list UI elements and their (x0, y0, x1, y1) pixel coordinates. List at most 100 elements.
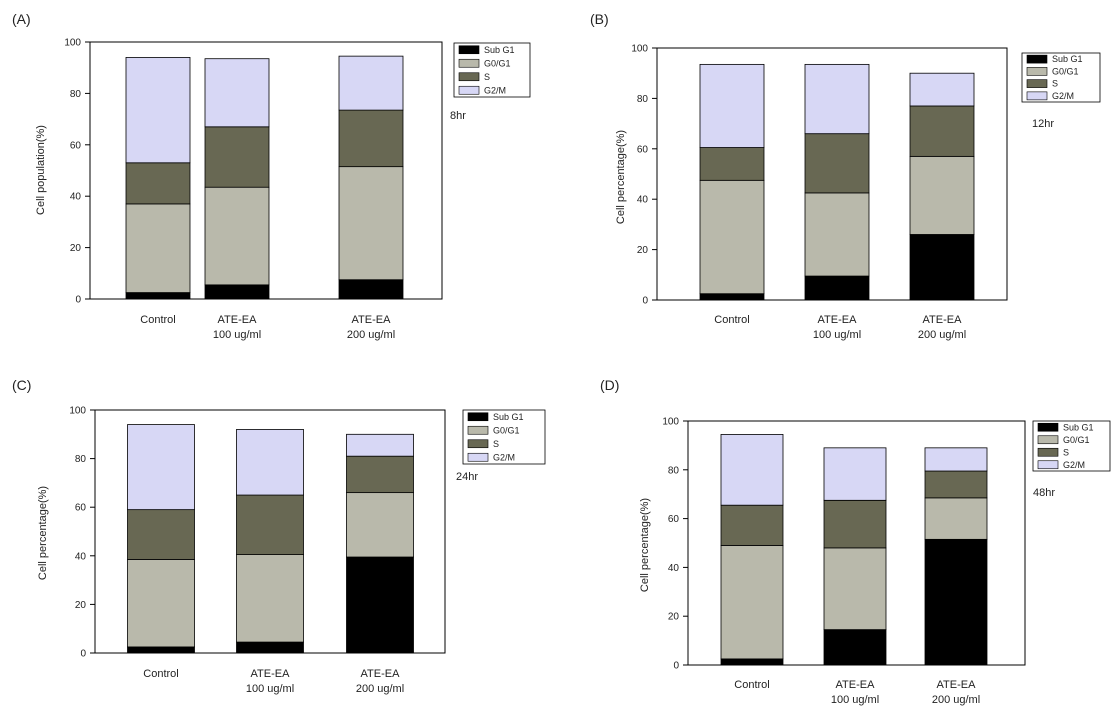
legend-label-s: S (1063, 447, 1069, 457)
y-tick-label: 80 (75, 454, 87, 465)
plot-frame (89, 41, 443, 300)
plot-frame (687, 420, 1026, 666)
legend-swatch-g0_g1 (1026, 67, 1048, 76)
legend-swatch-sub_g1 (458, 45, 480, 55)
x-tick-label: 100 ug/ml (246, 683, 294, 695)
x-tick-label: 100 ug/ml (213, 329, 261, 341)
chart-panel-b: (B) 0 20 40 60 80 100 Cell percentage(%) Control… (590, 11, 1101, 341)
bar-segment-s-1 (804, 133, 870, 194)
bar-segment-g2_m-0 (699, 63, 765, 148)
bar-segment-g0_g1-0 (699, 179, 765, 295)
plot-frame (656, 47, 1008, 301)
bar-segment-g0_g1-2 (346, 492, 414, 558)
y-tick-label: 0 (673, 661, 679, 672)
bar-segment-s-0 (127, 509, 195, 560)
legend-label-g2_m: G2/M (484, 85, 506, 95)
legend-label-g2_m: G2/M (1052, 91, 1074, 101)
bar-segment-s-0 (720, 504, 784, 546)
bar-segment-s-0 (699, 147, 765, 181)
legend-swatch-sub_g1 (1026, 54, 1048, 64)
x-tick-label: ATE-EA (352, 314, 392, 326)
legend-label-sub_g1: Sub G1 (1052, 54, 1083, 64)
panel-label: (A) (12, 11, 31, 27)
y-tick-label: 100 (64, 38, 81, 49)
bar-segment-s-1 (823, 499, 887, 549)
bar-segment-sub_g1-2 (346, 556, 414, 654)
bar-segment-sub_g1-2 (909, 234, 975, 301)
legend-swatch-s (1037, 447, 1059, 457)
bar-segment-s-2 (924, 470, 988, 499)
bar-segment-g0_g1-2 (909, 155, 975, 235)
legend-label-g0_g1: G0/G1 (1063, 435, 1090, 445)
bar-segment-s-2 (338, 109, 404, 168)
x-tick-label: Control (143, 668, 178, 680)
y-tick-label: 100 (69, 406, 86, 417)
bar-segment-g2_m-1 (823, 447, 887, 501)
legend-swatch-g2_m (1037, 460, 1059, 470)
bar-segment-sub_g1-1 (823, 629, 887, 666)
y-axis-label: Cell percentage(%) (639, 498, 651, 592)
y-tick-label: 40 (668, 563, 680, 574)
y-tick-label: 20 (668, 612, 680, 623)
legend-label-g0_g1: G0/G1 (493, 425, 520, 435)
panel-label: (D) (600, 377, 619, 393)
legend-label-s: S (484, 72, 490, 82)
bar-segment-g2_m-1 (236, 429, 304, 496)
legend-swatch-g2_m (1026, 91, 1048, 101)
legend-label-s: S (493, 439, 499, 449)
legend-swatch-g2_m (458, 85, 480, 95)
y-tick-label: 40 (637, 195, 649, 206)
bar-segment-g2_m-2 (924, 447, 988, 472)
bar-segment-g0_g1-1 (823, 547, 887, 631)
x-tick-label: 200 ug/ml (347, 329, 395, 341)
timepoint-label: 48hr (1033, 487, 1055, 499)
bar-segment-g2_m-2 (338, 55, 404, 111)
y-tick-label: 80 (70, 89, 82, 100)
y-tick-label: 60 (668, 514, 680, 525)
legend-swatch-g2_m (467, 452, 489, 462)
x-tick-label: ATE-EA (361, 668, 401, 680)
bar-segment-s-2 (909, 105, 975, 157)
y-axis-label: Cell percentage(%) (615, 130, 627, 224)
y-tick-label: 0 (80, 649, 86, 660)
legend-swatch-sub_g1 (1037, 422, 1059, 432)
legend-label-g0_g1: G0/G1 (484, 58, 511, 68)
x-tick-label: Control (714, 314, 749, 326)
bar-segment-sub_g1-2 (338, 279, 404, 300)
legend-label-g0_g1: G0/G1 (1052, 66, 1079, 76)
bar-segment-g0_g1-0 (720, 545, 784, 660)
x-tick-label: ATE-EA (251, 668, 291, 680)
y-tick-label: 0 (642, 296, 648, 307)
legend-label-sub_g1: Sub G1 (1063, 422, 1094, 432)
x-tick-label: 200 ug/ml (932, 694, 980, 706)
x-tick-label: ATE-EA (218, 314, 258, 326)
bar-segment-g0_g1-1 (804, 192, 870, 277)
x-tick-label: 100 ug/ml (831, 694, 879, 706)
legend-label-g2_m: G2/M (1063, 460, 1085, 470)
legend-swatch-sub_g1 (467, 412, 489, 422)
bar-segment-g2_m-0 (125, 57, 191, 164)
legend-swatch-g0_g1 (467, 425, 489, 435)
y-axis-label: Cell percentage(%) (37, 486, 49, 580)
y-tick-label: 60 (70, 140, 82, 151)
bar-segment-sub_g1-0 (127, 646, 195, 654)
bar-segment-s-1 (204, 126, 270, 188)
bar-segment-sub_g1-2 (924, 538, 988, 666)
bar-segment-g2_m-0 (720, 434, 784, 506)
bar-segment-g2_m-0 (127, 424, 195, 511)
y-tick-label: 20 (70, 243, 82, 254)
y-tick-label: 20 (75, 600, 87, 611)
panel-label: (B) (590, 11, 609, 27)
legend-swatch-s (467, 439, 489, 449)
x-tick-label: 100 ug/ml (813, 329, 861, 341)
legend-label-g2_m: G2/M (493, 452, 515, 462)
chart-panel-c: (C) 0 20 40 60 80 100 Cell percentage(%) Control… (12, 377, 546, 695)
bar-segment-sub_g1-0 (720, 658, 784, 666)
bar-segment-sub_g1-0 (125, 292, 191, 300)
y-tick-label: 80 (668, 465, 680, 476)
bar-segment-sub_g1-1 (804, 275, 870, 301)
legend-swatch-g0_g1 (1037, 435, 1059, 445)
panel-label: (C) (12, 377, 31, 393)
y-axis-label: Cell population(%) (35, 125, 47, 215)
